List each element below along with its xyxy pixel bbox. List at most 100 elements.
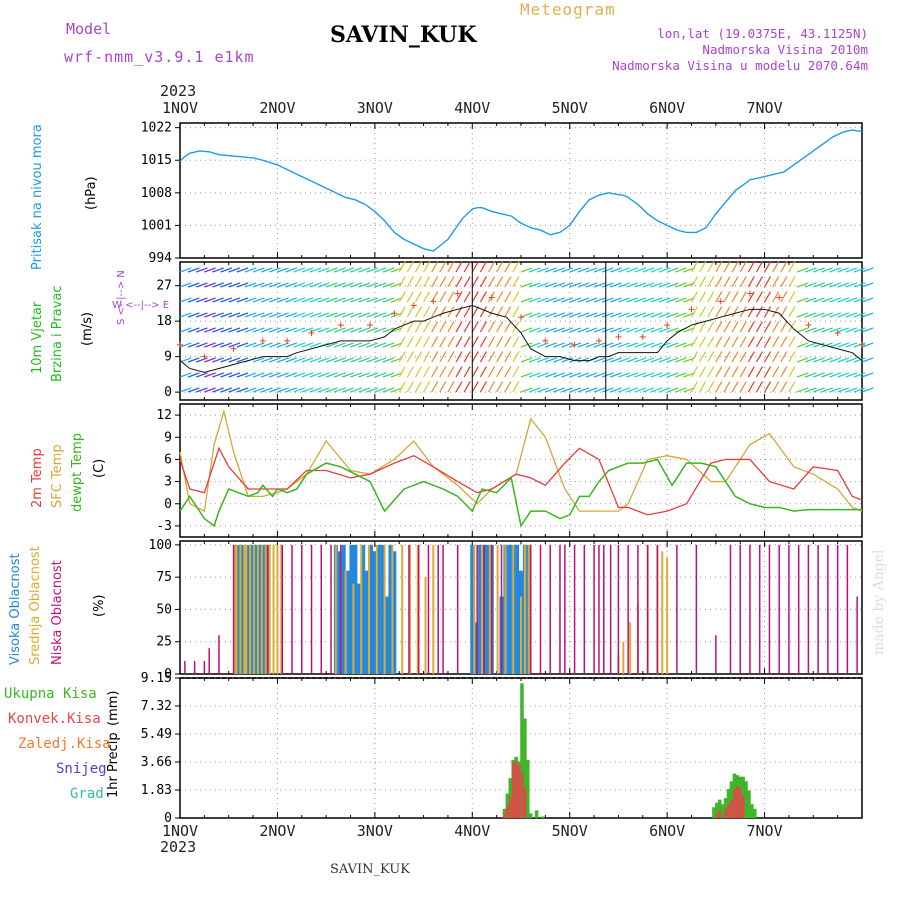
- wind-barb: [593, 267, 606, 273]
- wind-barb: [187, 327, 200, 333]
- wind-barb: [179, 372, 192, 378]
- wind-barb: [366, 372, 379, 378]
- cloud-bar: [218, 635, 220, 674]
- wind-barb: [512, 276, 520, 288]
- wind-barb: [196, 312, 208, 318]
- cloud-bar: [408, 544, 411, 674]
- cloud-bar: [520, 596, 522, 674]
- wind-barb: [277, 327, 289, 333]
- wind-barb: [537, 312, 549, 318]
- cloud-bar: [432, 544, 435, 674]
- cloud-bar: [246, 544, 251, 674]
- wind-barb: [610, 297, 622, 303]
- wind-barb: [520, 357, 533, 363]
- wind-barb: [626, 357, 639, 363]
- wind-barb: [342, 297, 354, 303]
- wind-barb: [496, 276, 504, 288]
- wind-barb: [423, 306, 431, 318]
- wind-barb: [325, 372, 338, 378]
- wind-barb: [577, 297, 590, 303]
- wind-gust-mark: [834, 329, 841, 336]
- cloud-bar: [807, 544, 810, 674]
- wind-barb: [829, 297, 842, 303]
- pressure-ytick-label: 1022: [141, 121, 172, 136]
- wind-barb: [837, 312, 850, 318]
- wind-barb: [269, 342, 281, 348]
- wind-barb: [439, 351, 447, 363]
- wind-barb: [431, 321, 439, 333]
- wind-barb: [479, 261, 487, 273]
- wind-barb: [423, 381, 431, 393]
- precip-bar: [509, 796, 512, 818]
- wind-barb: [334, 282, 346, 288]
- wind-barb: [260, 312, 273, 318]
- wind-barb: [496, 366, 504, 378]
- wind-barb: [731, 306, 739, 318]
- cloud-bar: [417, 544, 420, 674]
- wind-barb: [244, 327, 257, 333]
- wind-barb: [545, 372, 557, 378]
- wind-barb: [577, 282, 590, 288]
- wind-barb: [650, 387, 663, 393]
- wind-barb: [455, 381, 463, 393]
- wind-barb: [269, 372, 281, 378]
- wind-barb: [366, 297, 379, 303]
- wind-barb: [601, 267, 614, 273]
- wind-gust-mark: [284, 337, 291, 344]
- wind-barb: [723, 366, 731, 378]
- wind-gust-mark: [664, 322, 671, 329]
- wind-barb: [853, 267, 866, 273]
- wind-barb: [447, 351, 455, 363]
- wind-barb: [512, 291, 520, 303]
- wind-barb: [829, 312, 842, 318]
- wind-barb: [553, 312, 565, 318]
- wind-barb: [447, 336, 455, 348]
- wind-barb: [569, 297, 582, 303]
- cloud-bar: [749, 544, 751, 674]
- wind-barb: [342, 372, 354, 378]
- sfc-temp-line: [179, 408, 863, 513]
- wind-barb: [382, 297, 395, 303]
- cloud-bar: [768, 544, 771, 674]
- wind-barb: [520, 297, 533, 303]
- cloud-bar: [334, 544, 337, 674]
- cloud-bar: [646, 544, 649, 674]
- wind-barb: [853, 312, 866, 318]
- wind-barb: [650, 312, 663, 318]
- wind-barb: [309, 282, 322, 288]
- wind-barb: [382, 372, 395, 378]
- cloud-bar: [372, 551, 377, 674]
- wind-barb: [309, 297, 322, 303]
- wind-barb: [293, 372, 306, 378]
- wind-barb: [187, 387, 200, 393]
- wind-barb: [731, 291, 739, 303]
- precip-bar: [727, 804, 730, 818]
- cloud-bar: [401, 544, 404, 674]
- wind-barb: [406, 336, 414, 348]
- wind-barb: [813, 342, 825, 348]
- wind-barb: [861, 282, 874, 288]
- elevation-label: Nadmorska Visina 2010m: [702, 42, 868, 57]
- cloud-bar: [437, 544, 439, 674]
- wind-barb: [334, 267, 346, 273]
- wind-barb: [772, 381, 780, 393]
- date-label-bottom: 2NOV: [259, 822, 295, 840]
- wind-barb: [666, 282, 679, 288]
- wind-barb: [196, 357, 208, 363]
- wind-barb: [204, 282, 216, 288]
- cloud-bar: [280, 544, 283, 674]
- precip-bar: [744, 781, 748, 818]
- wind-barb: [439, 321, 447, 333]
- wind-barb: [398, 336, 406, 348]
- cloud-bar: [340, 544, 342, 674]
- wind-barb: [317, 267, 330, 273]
- wind-barb: [675, 342, 687, 348]
- wind-barb: [813, 297, 825, 303]
- wind-barb: [301, 312, 314, 318]
- wind-barb: [537, 387, 549, 393]
- wind-barb: [755, 381, 763, 393]
- wind-barb: [479, 381, 487, 393]
- wind-barb: [479, 306, 487, 318]
- wind-barb: [244, 297, 257, 303]
